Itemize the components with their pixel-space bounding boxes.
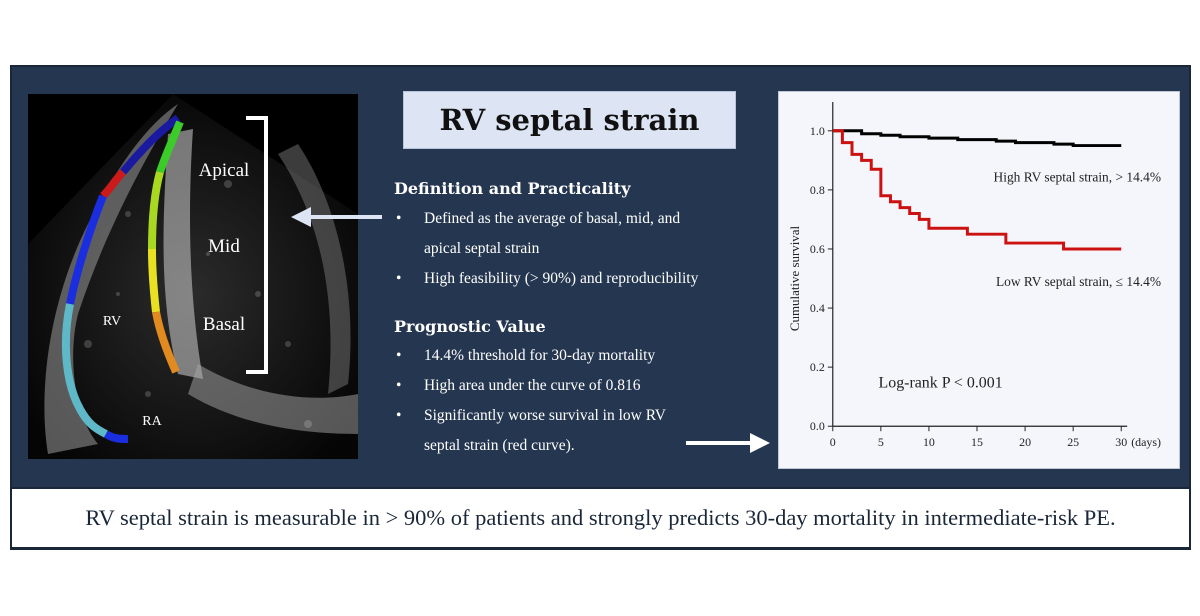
speckle [84,180,312,428]
echo-svg: Apical Mid Basal RV RA [28,94,358,459]
echocardiogram-image: Apical Mid Basal RV RA [28,94,358,459]
summary-panel: Apical Mid Basal RV RA RV septal strain … [10,65,1191,550]
title-box: RV septal strain [403,91,736,149]
list-item: apical septal strain [424,240,540,257]
definition-list: Defined as the average of basal, mid, an… [394,204,698,294]
list-item: 14.4% threshold for 30-day mortality [394,341,666,371]
septum [163,129,203,379]
series-label-high: High RV septal strain, > 14.4% [994,170,1161,185]
survival-chart-box: 0.0 0.2 0.4 0.6 0.8 1.0 0 5 10 15 20 25 30 (days) Cumu… [778,91,1180,469]
list-item: septal strain (red curve). [424,437,575,454]
list-item: Defined as the average of basal, mid, an… [394,204,698,234]
x-tick-label: 5 [878,435,884,449]
y-tick-label: 0.8 [810,183,825,197]
arrow-left [291,207,382,227]
x-tick-label: 20 [1019,435,1031,449]
trace-rv-basal-cyan [61,303,108,438]
label-basal: Basal [203,314,245,335]
trace-septal-green [156,120,184,174]
list-item: Significantly worse survival in low RV [394,401,666,431]
segment-bracket [246,116,268,374]
series-high-strain-line [832,129,1122,148]
label-rv: RV [103,314,121,329]
logrank-annotation: Log-rank P < 0.001 [879,374,1003,391]
series-label-low: Low RV septal strain, ≤ 14.4% [996,274,1161,289]
lv-wall [278,144,351,394]
survival-chart: 0.0 0.2 0.4 0.6 0.8 1.0 0 5 10 15 20 25 30 (days) Cumu… [787,101,1161,449]
y-tick-label: 0.0 [810,419,825,433]
label-apical: Apical [199,160,250,181]
trace-rv-apical-red [100,169,126,199]
page-title: RV septal strain [439,103,700,137]
arrow-right [686,433,770,453]
y-tick-label: 0.4 [810,301,825,315]
y-tick-label: 1.0 [810,124,825,138]
label-mid: Mid [208,236,240,257]
list-item: High area under the curve of 0.816 [394,371,666,401]
x-tick-label: 15 [971,435,983,449]
series-low-strain-line [832,129,1122,251]
x-axis-label: (days) [1131,435,1161,449]
prognostic-heading: Prognostic Value [394,317,546,336]
x-tick-label: 0 [830,435,836,449]
prognostic-list: 14.4% threshold for 30-day mortality Hig… [394,341,666,461]
y-tick-label: 0.2 [810,360,825,374]
conclusion-text: RV septal strain is measurable in > 90% … [85,505,1116,530]
y-tick-label: 0.6 [810,242,825,256]
x-tick-label: 10 [923,435,935,449]
x-tick-label: 25 [1067,435,1079,449]
trace-rv-mid-blue [66,194,107,305]
trace-septal-yellow [148,248,160,313]
trace-septal-lime [148,170,164,250]
rv-wall [44,104,178,454]
list-item: High feasibility (> 90%) and reproducibi… [394,264,698,294]
trace-rv-apical-navy [119,114,181,175]
x-tick-label: 30 [1115,435,1127,449]
label-ra: RA [142,414,162,429]
trace-septal-orange [152,311,180,374]
trace-rv-basal-blue [103,430,129,443]
y-axis-label: Cumulative survival [787,226,802,332]
conclusion-banner: RV septal strain is measurable in > 90% … [10,487,1191,549]
definition-heading: Definition and Practicality [394,179,631,198]
valve-plane [188,364,358,434]
